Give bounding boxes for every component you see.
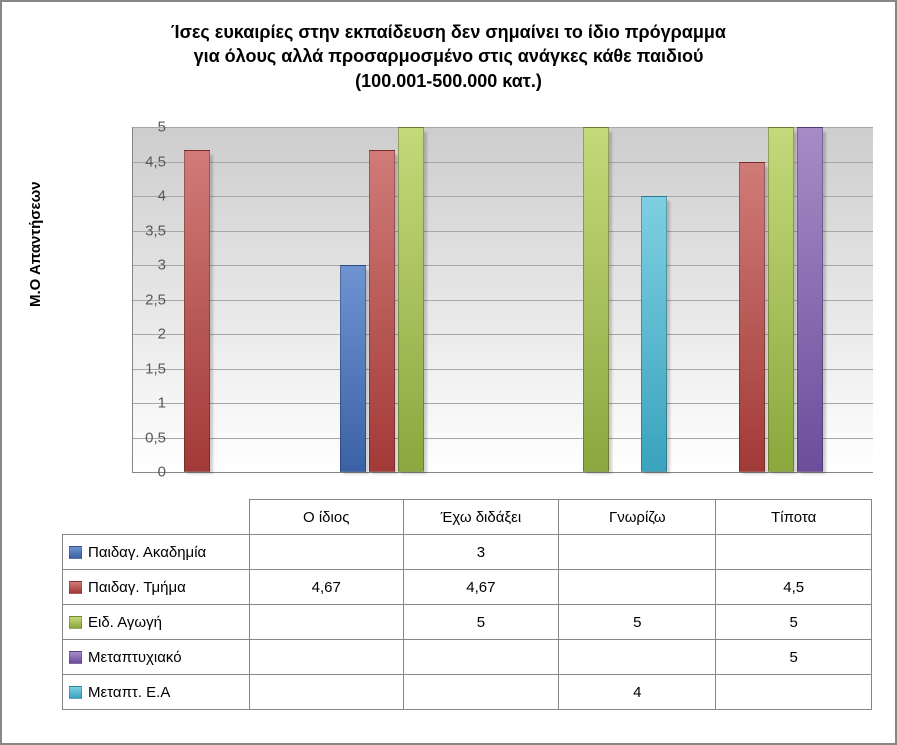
table-cell — [716, 675, 872, 710]
bar-s1 — [184, 150, 210, 472]
bar-s1 — [739, 162, 765, 473]
series-label: Παιδαγ. Ακαδημία — [63, 535, 250, 570]
table-cell: 5 — [559, 605, 716, 640]
table-cell: 4,67 — [403, 570, 559, 605]
category-header: Ο ίδιος — [249, 500, 403, 535]
y-tick-label: 4 — [132, 188, 166, 205]
series-label-text: Μεταπτ. Ε.Α — [88, 684, 170, 701]
table-cell: 4,5 — [716, 570, 872, 605]
series-label: Μεταπτ. Ε.Α — [63, 675, 250, 710]
series-label-text: Παιδαγ. Ακαδημία — [88, 544, 206, 561]
table-cell: 4,67 — [249, 570, 403, 605]
y-tick-label: 3 — [132, 257, 166, 274]
title-line-2: για όλους αλλά προσαρμοσμένο στις ανάγκε… — [2, 44, 895, 68]
legend-swatch — [69, 616, 82, 629]
series-label: Μεταπτυχιακό — [63, 640, 250, 675]
bar-s4 — [641, 196, 667, 472]
title-line-3: (100.001-500.000 κατ.) — [2, 69, 895, 93]
y-tick-label: 3,5 — [132, 222, 166, 239]
chart-zone: 00,511,522,533,544,55 — [92, 127, 872, 497]
bar-s2 — [768, 127, 794, 472]
table-cell — [716, 535, 872, 570]
table-cell — [249, 535, 403, 570]
table-cell — [403, 640, 559, 675]
table-cell — [559, 535, 716, 570]
y-tick-label: 4,5 — [132, 153, 166, 170]
data-table: Ο ίδιοςΈχω διδάξειΓνωρίζωΤίποτα Παιδαγ. Α… — [62, 499, 872, 710]
title-line-1: Ίσες ευκαιρίες στην εκπαίδευση δεν σημαί… — [2, 20, 895, 44]
table-cell: 5 — [716, 605, 872, 640]
chart-frame: Ίσες ευκαιρίες στην εκπαίδευση δεν σημαί… — [0, 0, 897, 745]
table-cell — [403, 675, 559, 710]
y-tick-label: 1,5 — [132, 360, 166, 377]
y-tick-label: 5 — [132, 119, 166, 136]
category-header: Τίποτα — [716, 500, 872, 535]
bar-s3 — [797, 127, 823, 472]
table-cell — [249, 675, 403, 710]
legend-swatch — [69, 546, 82, 559]
series-label-text: Παιδαγ. Τμήμα — [88, 579, 186, 596]
table-cell — [249, 605, 403, 640]
plot-area — [132, 127, 873, 473]
legend-swatch — [69, 581, 82, 594]
bar-s2 — [398, 127, 424, 472]
bar-s2 — [583, 127, 609, 472]
y-axis-label: Μ.Ο Απαντήσεων — [27, 181, 44, 307]
legend-swatch — [69, 686, 82, 699]
table-cell: 4 — [559, 675, 716, 710]
table-cell: 3 — [403, 535, 559, 570]
bar-s1 — [369, 150, 395, 472]
y-tick-label: 2 — [132, 326, 166, 343]
category-header: Έχω διδάξει — [403, 500, 559, 535]
chart-title: Ίσες ευκαιρίες στην εκπαίδευση δεν σημαί… — [2, 2, 895, 93]
table-cell: 5 — [403, 605, 559, 640]
table-cell — [559, 570, 716, 605]
table-cell — [249, 640, 403, 675]
series-label: Παιδαγ. Τμήμα — [63, 570, 250, 605]
y-tick-label: 0 — [132, 464, 166, 481]
y-tick-label: 0,5 — [132, 429, 166, 446]
table-cell — [559, 640, 716, 675]
bar-s0 — [340, 265, 366, 472]
y-tick-label: 2,5 — [132, 291, 166, 308]
y-tick-label: 1 — [132, 395, 166, 412]
gridline — [133, 127, 873, 128]
series-label: Ειδ. Αγωγή — [63, 605, 250, 640]
table-cell: 5 — [716, 640, 872, 675]
series-label-text: Μεταπτυχιακό — [88, 649, 182, 666]
series-label-text: Ειδ. Αγωγή — [88, 614, 162, 631]
table-corner — [63, 500, 250, 535]
legend-swatch — [69, 651, 82, 664]
category-header: Γνωρίζω — [559, 500, 716, 535]
